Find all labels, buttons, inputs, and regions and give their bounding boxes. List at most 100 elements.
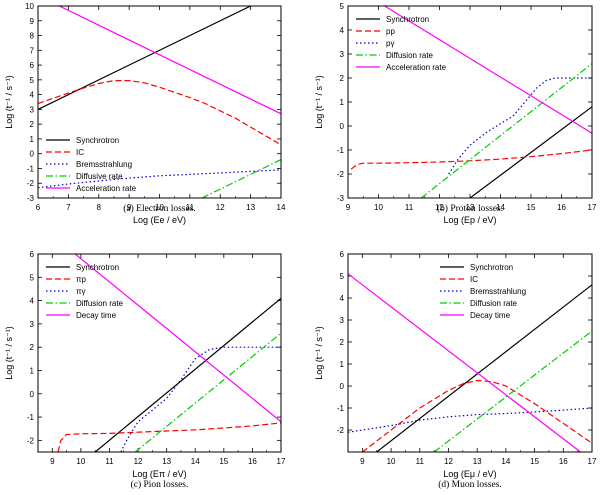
y-tick-label: 4 [340,26,345,35]
y-tick-label: 7 [30,46,35,55]
y-tick-label: 5 [340,272,345,281]
x-tick-label: 16 [557,203,566,212]
legend-label: Synchrotron [76,136,119,145]
chart-panel-a: 6 7 8 9 10 11 12 13 14-3-2-1012345678910Synchrot… [4,2,286,225]
series-group [348,273,592,452]
x-tick-label: 13 [162,457,171,466]
panel-caption: (a) Electron losses. [123,203,196,214]
legend-label: Bremsstrahlung [470,287,526,296]
y-tick-label: -1 [337,404,345,413]
legend: Synchrotron pp pγ Diffusion rate Acceleratio… [356,15,447,72]
series-line-pp [350,149,592,170]
series-group [350,6,592,198]
x-tick-label: 13 [473,457,482,466]
y-tick-label: -1 [337,146,345,155]
y-tick-label: 6 [30,61,35,70]
legend-label: pγ [386,39,394,48]
y-tick-label: -3 [27,194,35,203]
x-axis-label: Log (Eμ / eV) [443,469,496,479]
y-tick-label: 2 [30,120,35,129]
y-tick-label: 2 [30,343,35,352]
x-tick-label: 12 [444,457,453,466]
y-tick-label: 6 [30,250,35,259]
x-tick-label: 8 [97,203,102,212]
y-axis-label: Log (t⁻¹ / s⁻¹) [4,75,14,129]
chart-panel-d: 9 10 11 12 13 14 15 16 17-2-10123456SynchrotronI… [314,250,597,490]
plot-frame [347,5,593,199]
series-line-synchrotron [38,6,251,110]
y-tick-label: 6 [340,250,345,259]
y-tick-label: -2 [337,426,345,435]
x-tick-label: 17 [277,457,286,466]
series-line-acceleration-rate [384,6,592,134]
y-tick-label: 4 [30,91,35,100]
plot-frame [37,253,282,453]
y-tick-label: 2 [340,74,345,83]
chart-panel-c: 9 10 11 12 13 14 15 16 17-2-10123456Synchrotronπ… [4,250,286,490]
legend-label: Diffusion rate [470,299,518,308]
legend-label: πγ [76,287,86,296]
panel-caption: (d) Muon losses. [438,479,502,490]
y-tick-label: -2 [27,179,35,188]
x-tick-label: 10 [76,457,85,466]
x-tick-label: 15 [527,203,536,212]
y-tick-label: 1 [30,135,35,144]
series-line-ic [362,379,592,452]
series-line-p- [448,77,592,175]
y-tick-label: 10 [25,2,34,11]
x-tick-label: 9 [360,457,365,466]
x-tick-label: 6 [36,203,41,212]
series-line-decay-time [348,273,581,452]
y-tick-label: 5 [30,273,35,282]
y-tick-label: 0 [30,150,35,159]
series-line--p [57,422,281,452]
series-line-ic [38,79,281,146]
y-tick-label: 1 [30,366,35,375]
panel-caption: (c) Pion losses. [131,479,189,490]
series-group [57,254,281,452]
y-axis-label: Log (t⁻¹ / s⁻¹) [314,75,324,129]
y-tick-label: -2 [27,436,35,445]
series-group [38,6,281,198]
y-tick-label: 1 [340,360,345,369]
legend-label: IC [76,148,84,157]
legend-label: πp [76,275,87,284]
x-tick-label: 16 [559,457,568,466]
series-line-diffusion-rate [134,332,281,452]
y-tick-label: 0 [30,390,35,399]
legend: Synchrotron IC Bremsstrahlung Diffusive rat… [46,136,137,193]
y-tick-label: -2 [337,170,345,179]
x-axis-label: Log (Ee / eV) [133,215,186,225]
x-tick-label: 14 [191,457,200,466]
x-tick-label: 14 [277,203,286,212]
y-tick-label: 3 [30,105,35,114]
x-tick-label: 13 [466,203,475,212]
y-tick-label: 0 [340,122,345,131]
x-tick-label: 11 [186,203,195,212]
y-tick-label: 4 [340,294,345,303]
y-tick-label: -1 [27,413,35,422]
y-tick-label: 9 [30,17,35,26]
legend-label: IC [470,275,478,284]
y-tick-label: 3 [30,320,35,329]
x-tick-label: 16 [248,457,257,466]
y-axis-label: Log (t⁻¹ / s⁻¹) [4,326,14,380]
series-line-synchrotron [94,297,281,452]
x-tick-label: 12 [435,203,444,212]
legend-label: Decay time [470,311,511,320]
legend-label: pp [386,27,395,36]
y-tick-label: -1 [27,164,35,173]
x-tick-label: 12 [134,457,143,466]
series-line-acceleration-rate [59,6,281,115]
x-tick-label: 14 [501,457,510,466]
y-axis-label: Log (t⁻¹ / s⁻¹) [314,326,324,380]
series-line-synchrotron [376,284,592,452]
legend-label: Acceleration rate [76,184,137,193]
plot-frame [347,253,593,453]
x-tick-label: 13 [246,203,255,212]
x-tick-label: 11 [416,457,425,466]
series-line-bremsstrahlung [348,407,592,433]
panel-caption: (b) Proton losses. [437,203,503,214]
legend-label: Diffusive rate [76,172,123,181]
